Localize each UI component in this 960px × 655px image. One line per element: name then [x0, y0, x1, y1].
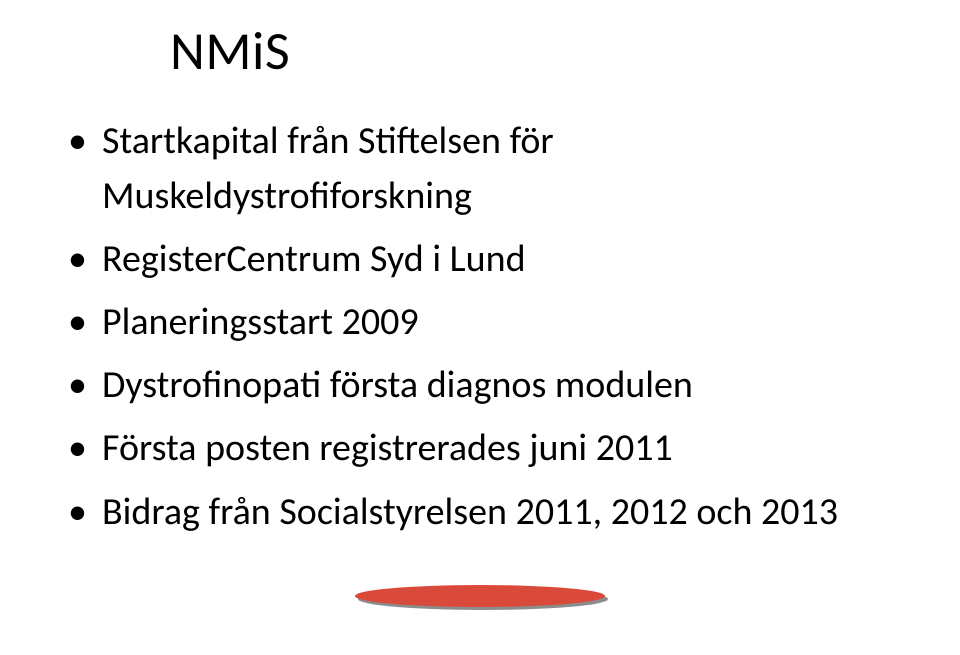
list-item: Dystrofinopati första diagnos modulen — [68, 358, 900, 413]
ellipse-decoration-icon — [350, 578, 610, 619]
list-item: Bidrag från Socialstyrelsen 2011, 2012 o… — [68, 485, 900, 540]
bullet-list: Startkapital från Stiftelsen för Muskeld… — [68, 114, 900, 540]
list-item: Startkapital från Stiftelsen för Muskeld… — [68, 114, 900, 224]
list-item: Första posten registrerades juni 2011 — [68, 421, 900, 476]
slide: NMiS Startkapital från Stiftelsen för Mu… — [0, 0, 960, 655]
slide-title: NMiS — [170, 18, 900, 84]
list-item: RegisterCentrum Syd i Lund — [68, 232, 900, 287]
list-item: Planeringsstart 2009 — [68, 295, 900, 350]
